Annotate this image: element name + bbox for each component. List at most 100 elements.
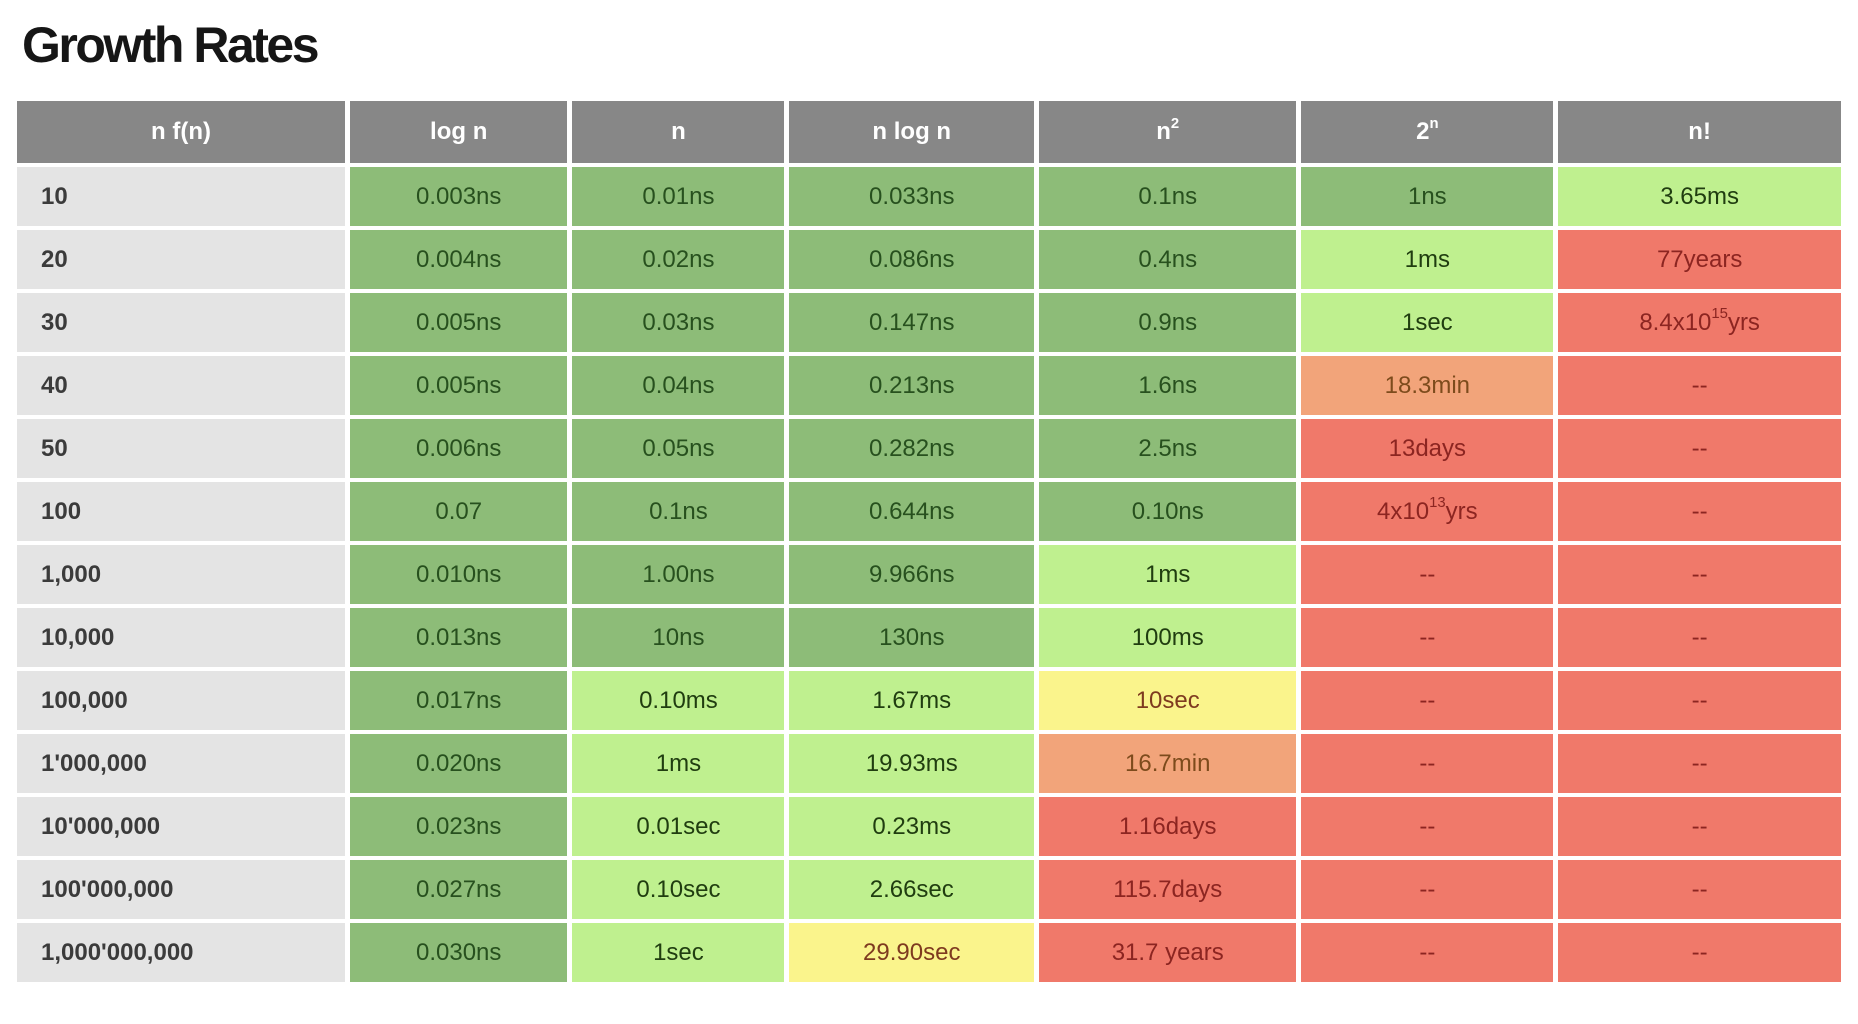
- table-row: 100 0.07 0.1ns 0.644ns 0.10ns 4x1013yrs --: [17, 482, 1841, 541]
- value-cell: 0.4ns: [1039, 230, 1297, 289]
- row-label-cell: 10'000,000: [17, 797, 345, 856]
- value-cell: 0.02ns: [572, 230, 785, 289]
- value-cell: 0.023ns: [349, 797, 568, 856]
- value-cell: 0.05ns: [572, 419, 785, 478]
- value-cell: --: [1558, 860, 1841, 919]
- value-cell: --: [1558, 923, 1841, 982]
- value-cell: 0.004ns: [349, 230, 568, 289]
- value-cell: --: [1301, 545, 1554, 604]
- value-cell: 0.9ns: [1039, 293, 1297, 352]
- value-cell: 1.00ns: [572, 545, 785, 604]
- value-cell: --: [1558, 419, 1841, 478]
- value-cell: 0.01ns: [572, 167, 785, 226]
- row-label-cell: 1'000,000: [17, 734, 345, 793]
- value-cell: 0.213ns: [789, 356, 1035, 415]
- value-cell: 19.93ms: [789, 734, 1035, 793]
- column-header: n2: [1039, 101, 1297, 163]
- value-cell: --: [1558, 797, 1841, 856]
- value-cell: 4x1013yrs: [1301, 482, 1554, 541]
- value-cell: 100ms: [1039, 608, 1297, 667]
- value-cell: 0.013ns: [349, 608, 568, 667]
- value-cell: 0.644ns: [789, 482, 1035, 541]
- value-cell: 10ns: [572, 608, 785, 667]
- value-cell: 0.030ns: [349, 923, 568, 982]
- value-cell: 10sec: [1039, 671, 1297, 730]
- value-cell: --: [1558, 545, 1841, 604]
- value-cell: --: [1558, 671, 1841, 730]
- column-header: n!: [1558, 101, 1841, 163]
- value-cell: 3.65ms: [1558, 167, 1841, 226]
- value-cell: 0.010ns: [349, 545, 568, 604]
- table-row: 30 0.005ns 0.03ns 0.147ns 0.9ns 1sec 8.4x1015y…: [17, 293, 1841, 352]
- value-cell: 0.23ms: [789, 797, 1035, 856]
- value-cell: 1ms: [572, 734, 785, 793]
- value-cell: 0.10sec: [572, 860, 785, 919]
- column-header: n log n: [789, 101, 1035, 163]
- value-cell: 16.7min: [1039, 734, 1297, 793]
- row-label-cell: 10,000: [17, 608, 345, 667]
- value-cell: 0.1ns: [572, 482, 785, 541]
- value-cell: 0.006ns: [349, 419, 568, 478]
- column-header: n: [572, 101, 785, 163]
- page-title: Growth Rates: [22, 17, 320, 73]
- table-row: 1'000,000 0.020ns 1ms 19.93ms 16.7min -- --: [17, 734, 1841, 793]
- value-cell: 0.005ns: [349, 293, 568, 352]
- table-row: 40 0.005ns 0.04ns 0.213ns 1.6ns 18.3min --: [17, 356, 1841, 415]
- row-label-cell: 1,000: [17, 545, 345, 604]
- table-row: 10'000,000 0.023ns 0.01sec 0.23ms 1.16days --…: [17, 797, 1841, 856]
- value-cell: 0.10ns: [1039, 482, 1297, 541]
- value-cell: 18.3min: [1301, 356, 1554, 415]
- value-cell: 0.027ns: [349, 860, 568, 919]
- row-label-cell: 50: [17, 419, 345, 478]
- value-cell: --: [1558, 356, 1841, 415]
- value-cell: --: [1301, 671, 1554, 730]
- value-cell: 130ns: [789, 608, 1035, 667]
- table-row: 20 0.004ns 0.02ns 0.086ns 0.4ns 1ms 77years: [17, 230, 1841, 289]
- value-cell: 0.017ns: [349, 671, 568, 730]
- value-cell: 1ns: [1301, 167, 1554, 226]
- value-cell: 0.086ns: [789, 230, 1035, 289]
- row-label-cell: 1,000'000,000: [17, 923, 345, 982]
- value-cell: 77years: [1558, 230, 1841, 289]
- value-cell: --: [1301, 797, 1554, 856]
- value-cell: 0.03ns: [572, 293, 785, 352]
- value-cell: 115.7days: [1039, 860, 1297, 919]
- value-cell: --: [1558, 734, 1841, 793]
- table-row: 1,000 0.010ns 1.00ns 9.966ns 1ms -- --: [17, 545, 1841, 604]
- value-cell: 0.01sec: [572, 797, 785, 856]
- row-label-cell: 10: [17, 167, 345, 226]
- value-cell: 29.90sec: [789, 923, 1035, 982]
- value-cell: 31.7 years: [1039, 923, 1297, 982]
- row-label-cell: 100'000,000: [17, 860, 345, 919]
- table-row: 1,000'000,000 0.030ns 1sec 29.90sec 31.7 yea…: [17, 923, 1841, 982]
- value-cell: --: [1301, 860, 1554, 919]
- value-cell: 0.005ns: [349, 356, 568, 415]
- table-row: 50 0.006ns 0.05ns 0.282ns 2.5ns 13days --: [17, 419, 1841, 478]
- value-cell: 0.07: [349, 482, 568, 541]
- value-cell: --: [1558, 482, 1841, 541]
- value-cell: 0.282ns: [789, 419, 1035, 478]
- row-label-cell: 100,000: [17, 671, 345, 730]
- value-cell: 1.67ms: [789, 671, 1035, 730]
- value-cell: --: [1301, 923, 1554, 982]
- row-label-cell: 100: [17, 482, 345, 541]
- value-cell: 0.020ns: [349, 734, 568, 793]
- value-cell: 0.04ns: [572, 356, 785, 415]
- value-cell: --: [1558, 608, 1841, 667]
- value-cell: 0.003ns: [349, 167, 568, 226]
- value-cell: --: [1301, 734, 1554, 793]
- value-cell: 0.147ns: [789, 293, 1035, 352]
- value-cell: 0.1ns: [1039, 167, 1297, 226]
- value-cell: 2.5ns: [1039, 419, 1297, 478]
- table-row: 10 0.003ns 0.01ns 0.033ns 0.1ns 1ns 3.65ms: [17, 167, 1841, 226]
- table-body: 10 0.003ns 0.01ns 0.033ns 0.1ns 1ns 3.65ms 20 0.…: [17, 167, 1841, 982]
- value-cell: --: [1301, 608, 1554, 667]
- column-header: n f(n): [17, 101, 345, 163]
- value-cell: 1.6ns: [1039, 356, 1297, 415]
- value-cell: 8.4x1015yrs: [1558, 293, 1841, 352]
- row-label-cell: 30: [17, 293, 345, 352]
- value-cell: 1ms: [1301, 230, 1554, 289]
- column-header: log n: [349, 101, 568, 163]
